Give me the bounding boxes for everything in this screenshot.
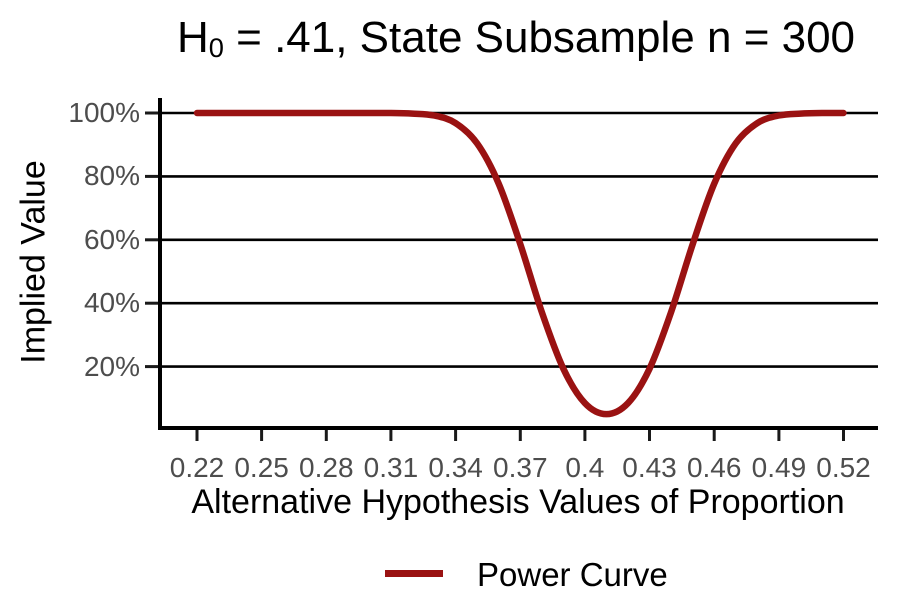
x-tick-label: 0.22 [169,452,225,483]
x-axis-title: Alternative Hypothesis Values of Proport… [191,483,845,521]
x-tick-label: 0.43 [622,452,677,483]
x-tick-label: 0.28 [299,452,354,483]
y-axis-tick-marks [145,111,159,369]
y-tick-label: 20% [83,350,140,382]
chart-title: H0 = .41, State Subsample n = 300 [177,14,855,62]
title-h: H [176,13,209,62]
x-tick-label: 0.25 [234,452,289,483]
legend-line-swatch [385,570,443,577]
x-tick-label: 0.52 [816,452,871,483]
title-rest: = .41, State Subsample n = 300 [223,13,856,62]
x-axis-tick-marks [195,428,845,441]
x-tick-label: 0.37 [493,452,548,483]
y-tick-label: 80% [83,160,140,192]
x-tick-label: 0.31 [363,452,419,483]
y-axis-title: Implied Value [14,160,53,364]
title-subscript: 0 [208,31,224,63]
y-tick-label: 40% [83,287,140,319]
x-tick-label: 0.46 [686,452,742,483]
power-curve-line [193,109,847,418]
x-tick-label: 0.4 [565,452,605,483]
x-tick-label: 0.34 [428,452,483,483]
legend-label: Power Curve [477,556,668,593]
y-tick-label: 100% [68,97,140,128]
y-tick-label: 60% [83,223,140,255]
x-tick-label: 0.49 [751,452,807,483]
axis-lines [158,98,878,430]
